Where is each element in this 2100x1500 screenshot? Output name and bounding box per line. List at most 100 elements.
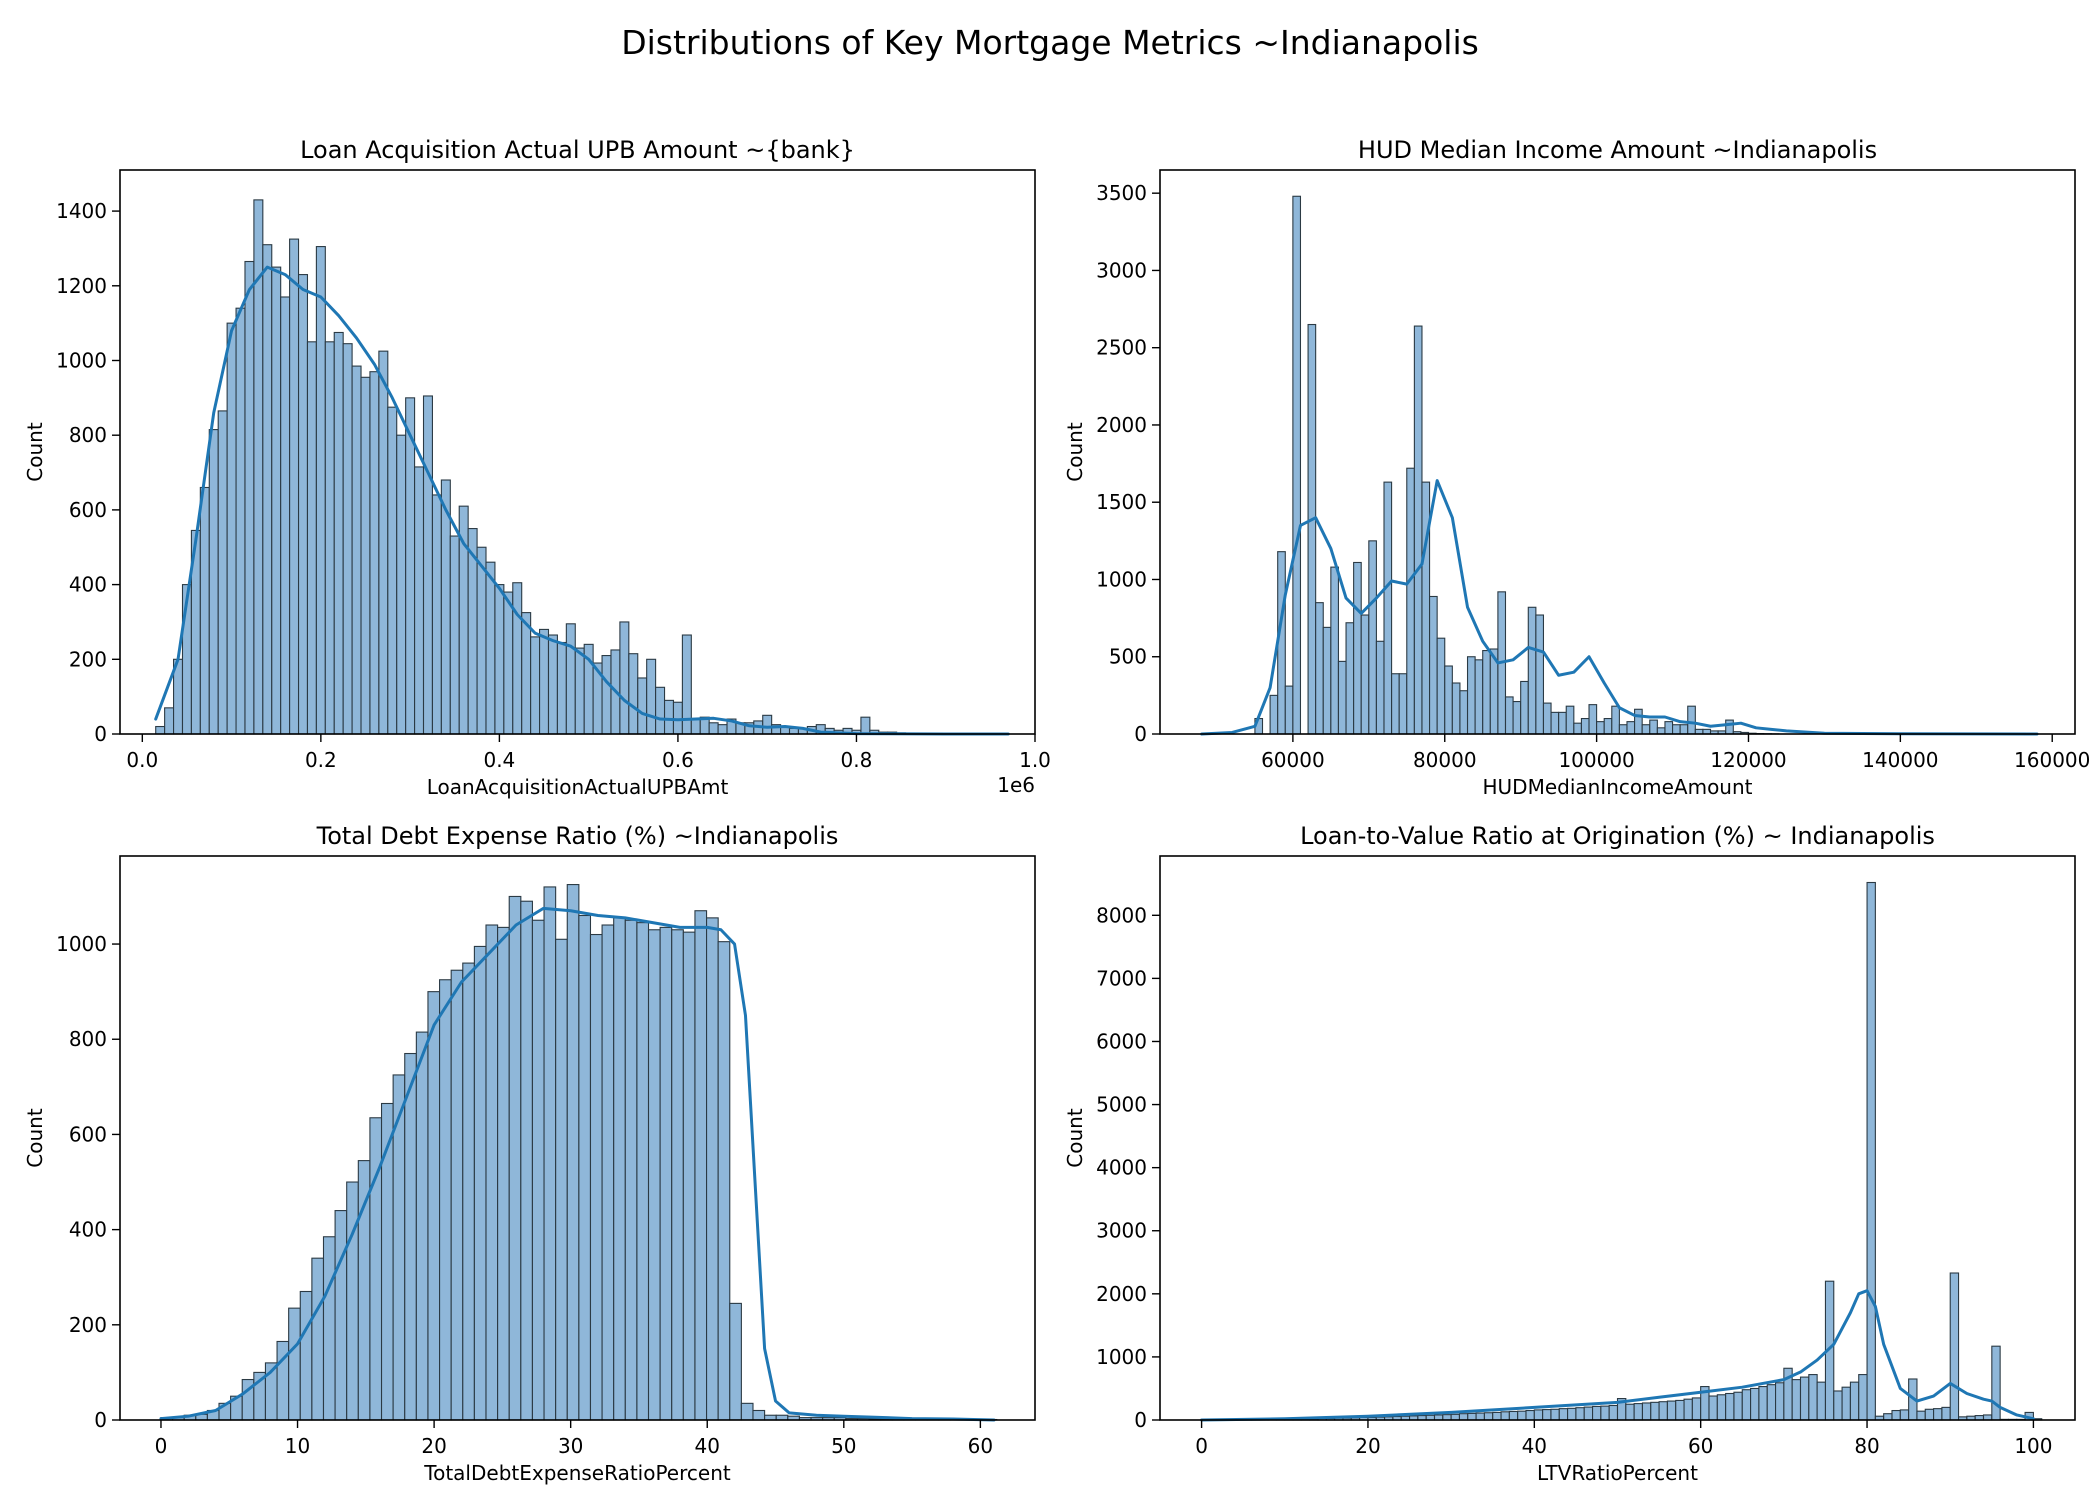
histogram-bar — [322, 1236, 336, 1421]
y-axis-label: Count — [1063, 1108, 1087, 1168]
histogram-bar — [1466, 656, 1476, 735]
histogram-bar — [1733, 1391, 1743, 1421]
histogram-bar — [1482, 650, 1491, 735]
histogram-bar — [1527, 606, 1537, 735]
histogram-bar — [1368, 540, 1377, 735]
y-tick-label: 0 — [1134, 722, 1147, 746]
histogram-bar — [404, 1052, 417, 1421]
histogram-bar — [589, 933, 603, 1421]
histogram-bar — [1725, 1392, 1735, 1421]
histogram-bar — [1600, 1405, 1610, 1421]
histogram-bar — [1766, 1384, 1777, 1421]
histogram-bar — [1517, 1410, 1527, 1421]
histogram-bar — [1991, 1345, 2001, 1421]
chart-title: Loan-to-Value Ratio at Origination (%) ~… — [1300, 822, 1935, 850]
histogram-bar — [387, 406, 398, 735]
histogram-bar — [346, 1181, 359, 1421]
histogram-bar — [1592, 1405, 1602, 1421]
histogram-bar — [1284, 685, 1294, 735]
histogram-bar — [1500, 1411, 1510, 1421]
histogram-bar — [628, 653, 639, 735]
histogram-bar — [262, 244, 273, 735]
histogram-bar — [1542, 702, 1552, 735]
histogram-bar — [155, 725, 166, 735]
histogram-bar — [1618, 724, 1628, 735]
histogram-bar — [717, 724, 728, 735]
histogram-bars — [160, 884, 998, 1421]
histogram-bar — [740, 1402, 754, 1421]
histogram-bar — [427, 991, 441, 1421]
histogram-bar — [450, 969, 464, 1421]
histogram-bar — [1391, 673, 1400, 735]
x-tick-label: 80 — [1854, 1434, 1879, 1458]
histogram-bar — [1841, 1386, 1851, 1421]
histogram-bar — [574, 647, 585, 735]
kde-curve — [159, 906, 996, 1422]
histogram-bar — [1575, 1407, 1585, 1421]
x-tick-label: 50 — [831, 1434, 856, 1458]
histogram-bar — [1750, 1387, 1760, 1421]
histogram-bar — [1808, 1374, 1818, 1421]
x-axis-label: TotalDebtExpenseRatioPercent — [423, 1461, 731, 1485]
axes-frame — [119, 855, 1036, 1421]
y-tick-label: 8000 — [1096, 903, 1147, 927]
histogram-bar — [422, 395, 433, 735]
histogram-bar — [1588, 704, 1598, 735]
histogram-bar — [360, 376, 371, 735]
histogram-bar — [378, 350, 389, 735]
histogram-bar — [1398, 673, 1408, 735]
y-tick-label: 5000 — [1096, 1093, 1147, 1117]
y-tick-label: 1400 — [56, 199, 107, 223]
histogram-bar — [1641, 1402, 1652, 1421]
histogram-bar — [1474, 659, 1484, 735]
histogram-bar — [1442, 1414, 1452, 1421]
histogram-bar — [659, 926, 673, 1421]
histogram-bar — [333, 331, 344, 735]
histogram-bar — [1459, 690, 1469, 735]
histogram-bar — [694, 910, 708, 1421]
histogram-bar — [199, 486, 210, 735]
histogram-bar — [1558, 1408, 1569, 1421]
histogram-bar — [280, 296, 291, 735]
kde-curve — [1200, 1289, 2035, 1422]
x-tick-label: 140000 — [1862, 748, 1938, 772]
histogram-bar — [1741, 1389, 1752, 1421]
histogram-bars — [1254, 195, 1780, 735]
histogram-bar — [351, 365, 362, 735]
x-tick-label: 0 — [155, 1434, 168, 1458]
histogram-bar — [476, 546, 487, 735]
x-tick-label: 80000 — [1413, 748, 1477, 772]
x-tick-label: 1.0 — [1019, 748, 1051, 772]
y-tick-label: 3500 — [1096, 181, 1147, 205]
histogram-bar — [1672, 724, 1681, 735]
histogram-bar — [646, 658, 657, 735]
x-tick-label: 60 — [968, 1434, 993, 1458]
y-tick-label: 1500 — [1096, 490, 1147, 514]
x-tick-label: 20 — [1355, 1434, 1380, 1458]
histogram-bar — [306, 341, 317, 735]
histogram-bar — [1899, 1409, 1910, 1421]
histogram-bar — [1775, 1382, 1785, 1421]
histogram-bar — [520, 900, 533, 1421]
histogram-bar — [315, 246, 326, 735]
x-tick-label: 100000 — [1558, 748, 1634, 772]
histogram-bar — [226, 322, 237, 735]
histogram-bar — [565, 623, 576, 735]
y-tick-label: 1000 — [56, 348, 107, 372]
histogram-bar — [415, 1031, 429, 1421]
histogram-bar — [289, 238, 300, 735]
y-tick-label: 6000 — [1096, 1029, 1147, 1053]
histogram-bar — [729, 1302, 742, 1421]
histogram-bar — [271, 266, 282, 735]
axes-frame — [1159, 855, 2076, 1421]
y-axis-label: Count — [23, 1108, 47, 1168]
histogram-bar — [1799, 1376, 1810, 1421]
histogram-bar — [690, 718, 701, 735]
histogram-bar — [706, 917, 719, 1421]
x-tick-label: 40 — [695, 1434, 720, 1458]
histogram-bar — [672, 701, 683, 735]
histogram-bar — [1512, 700, 1522, 735]
y-tick-label: 3000 — [1096, 1219, 1147, 1243]
histogram-bar — [1429, 595, 1438, 735]
